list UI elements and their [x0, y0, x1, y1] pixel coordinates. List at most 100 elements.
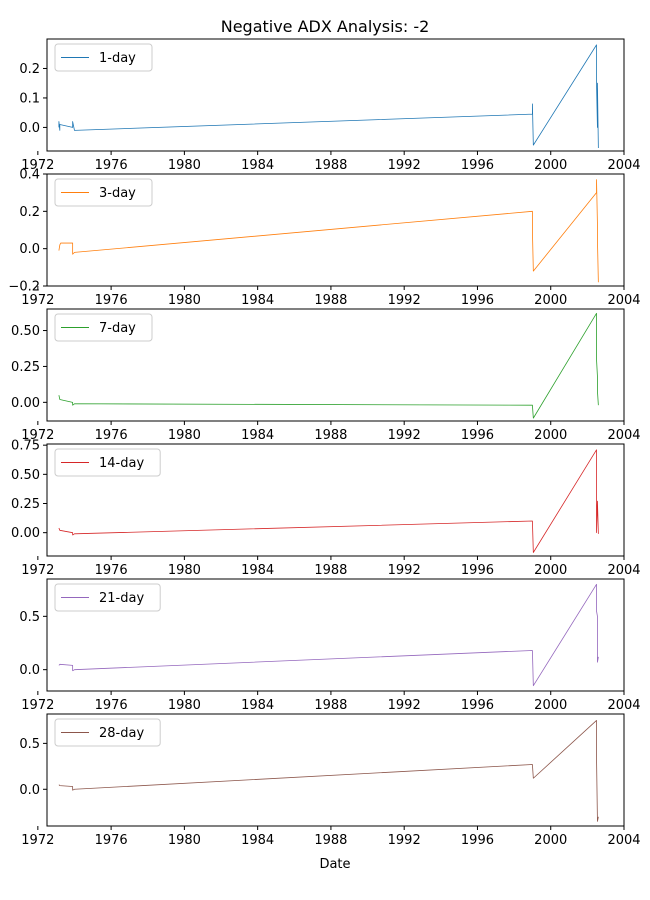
y-tick-label: 0.0: [19, 663, 40, 678]
x-tick-label: 1980: [168, 833, 201, 848]
x-tick-label: 1976: [95, 428, 128, 443]
y-tick-label: 0.0: [19, 121, 40, 136]
x-tick-label: 1988: [314, 158, 347, 173]
x-tick-label: 1988: [314, 293, 347, 308]
axes-frame: [46, 578, 625, 692]
y-tick-label: 0.2: [19, 205, 40, 220]
series-line-14-day: [58, 449, 599, 553]
x-tick-label: 2004: [607, 158, 640, 173]
legend-box: [54, 43, 153, 72]
series-line-3-day: [58, 179, 599, 283]
y-tick-label: 0.00: [11, 526, 40, 541]
x-tick-label: 1984: [241, 833, 274, 848]
y-tick-label: 0.2: [19, 62, 40, 77]
legend-label: 3-day: [99, 186, 136, 201]
x-tick-label: 1976: [95, 563, 128, 578]
legend-label: 28-day: [99, 726, 144, 741]
axes-frame: [46, 443, 625, 557]
y-tick-label: 0.25: [11, 497, 40, 512]
x-tick-label: 1992: [388, 698, 421, 713]
axes-frame: [46, 38, 625, 152]
x-tick-label: 1988: [314, 428, 347, 443]
x-tick-label: 1996: [461, 428, 494, 443]
y-tick-label: 0.50: [11, 324, 40, 339]
x-tick-label: 1972: [21, 293, 54, 308]
x-tick-label: 1992: [388, 428, 421, 443]
y-tick-label: 0.5: [19, 610, 40, 625]
chart-title: Negative ADX Analysis: -2: [221, 17, 430, 36]
x-tick-label: 1972: [21, 698, 54, 713]
legend-label: 7-day: [99, 321, 136, 336]
axes-frame: [46, 308, 625, 422]
y-tick-label: 0.00: [11, 396, 40, 411]
series-line-21-day: [58, 583, 599, 687]
x-tick-label: 1988: [314, 563, 347, 578]
x-tick-label: 1980: [168, 563, 201, 578]
x-tick-label: 1996: [461, 563, 494, 578]
legend-box: [54, 313, 153, 342]
y-tick-label: 0.0: [19, 783, 40, 798]
y-tick-label: 0.0: [19, 242, 40, 257]
legend: 7-day: [54, 313, 153, 342]
x-tick-label: 1996: [461, 158, 494, 173]
x-tick-label: 1976: [95, 158, 128, 173]
x-tick-label: 1980: [168, 158, 201, 173]
y-tick-label: 0.75: [11, 439, 40, 454]
x-tick-label: 2000: [534, 698, 567, 713]
series-line-7-day: [58, 312, 599, 419]
legend-box: [54, 718, 161, 747]
legend: 28-day: [54, 718, 161, 747]
x-tick-label: 1992: [388, 563, 421, 578]
x-tick-label: 1996: [461, 293, 494, 308]
legend-box: [54, 178, 153, 207]
x-tick-label: 1992: [388, 293, 421, 308]
axes-frame: [46, 713, 625, 827]
x-tick-label: 1972: [21, 563, 54, 578]
legend-label: 1-day: [99, 51, 136, 66]
x-tick-label: 2004: [607, 428, 640, 443]
x-tick-label: 2000: [534, 293, 567, 308]
x-tick-label: 1976: [95, 698, 128, 713]
x-tick-label: 1980: [168, 698, 201, 713]
y-tick-label: −0.2: [8, 280, 40, 295]
panel-1-day: 0.0 0.1 0.2 1972 1976 1980 1984 1988 1992 1996 200…: [19, 38, 641, 173]
x-tick-label: 1984: [241, 563, 274, 578]
x-tick-label: 1984: [241, 698, 274, 713]
x-tick-label: 1988: [314, 698, 347, 713]
y-tick-label: 0.25: [11, 360, 40, 375]
x-tick-label: 1972: [21, 833, 54, 848]
x-tick-label: 2000: [534, 428, 567, 443]
x-tick-label: 1976: [95, 833, 128, 848]
x-tick-label: 2004: [607, 563, 640, 578]
panel-3-day: −0.2 0.0 0.2 0.4 1972 1976 1980 1984 1988 1992 199…: [8, 168, 640, 309]
x-tick-label: 2004: [607, 698, 640, 713]
x-tick-label: 1980: [168, 428, 201, 443]
series-line-1-day: [58, 44, 599, 149]
legend-label: 21-day: [99, 591, 144, 606]
x-tick-label: 1984: [241, 293, 274, 308]
legend-box: [54, 448, 161, 477]
x-tick-label: 1976: [95, 293, 128, 308]
y-tick-label: 0.1: [19, 91, 40, 106]
x-tick-label: 2000: [534, 158, 567, 173]
y-tick-label: 0.5: [19, 737, 40, 752]
y-tick-label: 0.50: [11, 468, 40, 483]
legend: 1-day: [54, 43, 153, 72]
x-tick-label: 1988: [314, 833, 347, 848]
x-tick-label: 2004: [607, 293, 640, 308]
axes-frame: [46, 173, 625, 287]
legend-box: [54, 583, 161, 612]
x-tick-label: 1984: [241, 428, 274, 443]
series-line-28-day: [58, 720, 599, 822]
panel-28-day: 0.0 0.5 1972 1976 1980 1984 1988 1992 1996 2000 20…: [19, 713, 641, 848]
x-axis-label: Date: [319, 857, 350, 872]
x-tick-label: 1980: [168, 293, 201, 308]
legend: 21-day: [54, 583, 161, 612]
x-tick-label: 1992: [388, 833, 421, 848]
panel-14-day: 0.00 0.25 0.50 0.75 1972 1976 1980 1984 1988 1992…: [11, 439, 641, 578]
x-tick-label: 2000: [534, 833, 567, 848]
x-tick-label: 1972: [21, 158, 54, 173]
legend: 14-day: [54, 448, 161, 477]
panel-21-day: 0.0 0.5 1972 1976 1980 1984 1988 1992 1996 2000 20…: [19, 578, 641, 713]
